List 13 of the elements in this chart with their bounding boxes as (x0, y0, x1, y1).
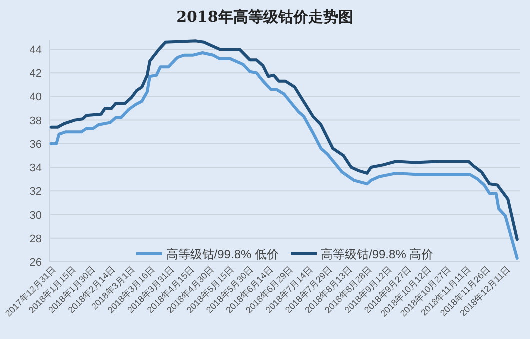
chart-title: 2018年高等级钴价走势图 (176, 8, 354, 26)
y-tick-label: 40 (30, 92, 42, 104)
y-tick-label: 26 (30, 257, 42, 269)
y-tick-label: 32 (30, 186, 42, 198)
legend-label: 高等级钴/99.8% 低价 (166, 248, 279, 262)
y-tick-label: 42 (30, 68, 42, 80)
y-tick-label: 36 (30, 138, 42, 151)
y-tick-label: 28 (30, 233, 42, 246)
y-tick-label: 44 (30, 44, 42, 56)
y-tick-label: 34 (30, 162, 42, 175)
y-tick-label: 30 (30, 210, 42, 222)
legend-label: 高等级钴/99.8% 高价 (321, 248, 434, 262)
y-tick-label: 38 (30, 115, 42, 128)
